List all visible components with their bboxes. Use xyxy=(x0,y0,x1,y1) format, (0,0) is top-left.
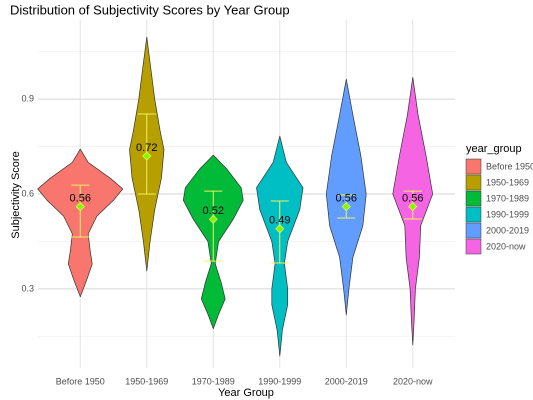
chart-title: Distribution of Subjectivity Scores by Y… xyxy=(10,2,290,17)
mean-point xyxy=(142,151,152,161)
y-tick-label: 0.9 xyxy=(21,93,34,103)
legend-swatch xyxy=(465,222,482,239)
y-axis-title: Subjectivity Score xyxy=(10,151,22,238)
legend-label: 1970-1989 xyxy=(486,193,529,203)
value-label: 0.49 xyxy=(269,215,290,227)
value-label: 0.56 xyxy=(70,193,91,205)
legend-label: 1990-1999 xyxy=(486,209,529,219)
legend-label: 1950-1969 xyxy=(486,177,529,187)
value-label: 0.52 xyxy=(203,205,224,217)
legend-swatch xyxy=(465,174,482,191)
legend-title: year_group xyxy=(466,143,522,155)
y-tick-label: 0.3 xyxy=(21,283,34,293)
legend-label: 2020-now xyxy=(486,241,526,251)
legend-swatch xyxy=(465,158,482,175)
x-tick-label: 1950-1969 xyxy=(125,376,168,386)
legend-swatch xyxy=(465,238,482,255)
legend-label: 2000-2019 xyxy=(486,225,529,235)
legend-swatch xyxy=(465,190,482,207)
value-label: 0.56 xyxy=(336,193,357,205)
mean-point xyxy=(408,202,418,212)
mean-point xyxy=(275,224,285,234)
x-tick-label: Before 1950 xyxy=(56,376,105,386)
mean-point xyxy=(208,214,218,224)
value-label: 0.72 xyxy=(136,142,157,154)
x-tick-label: 2020-now xyxy=(393,376,433,386)
x-tick-label: 2000-2019 xyxy=(325,376,368,386)
mean-point xyxy=(75,202,85,212)
value-label: 0.56 xyxy=(402,193,423,205)
x-tick-label: 1990-1999 xyxy=(258,376,301,386)
mean-point xyxy=(341,202,351,212)
y-tick-label: 0.6 xyxy=(21,188,34,198)
legend-swatch xyxy=(465,206,482,223)
x-tick-label: 1970-1989 xyxy=(192,376,235,386)
legend-label: Before 1950 xyxy=(486,161,533,171)
x-axis-title: Year Group xyxy=(218,387,274,399)
